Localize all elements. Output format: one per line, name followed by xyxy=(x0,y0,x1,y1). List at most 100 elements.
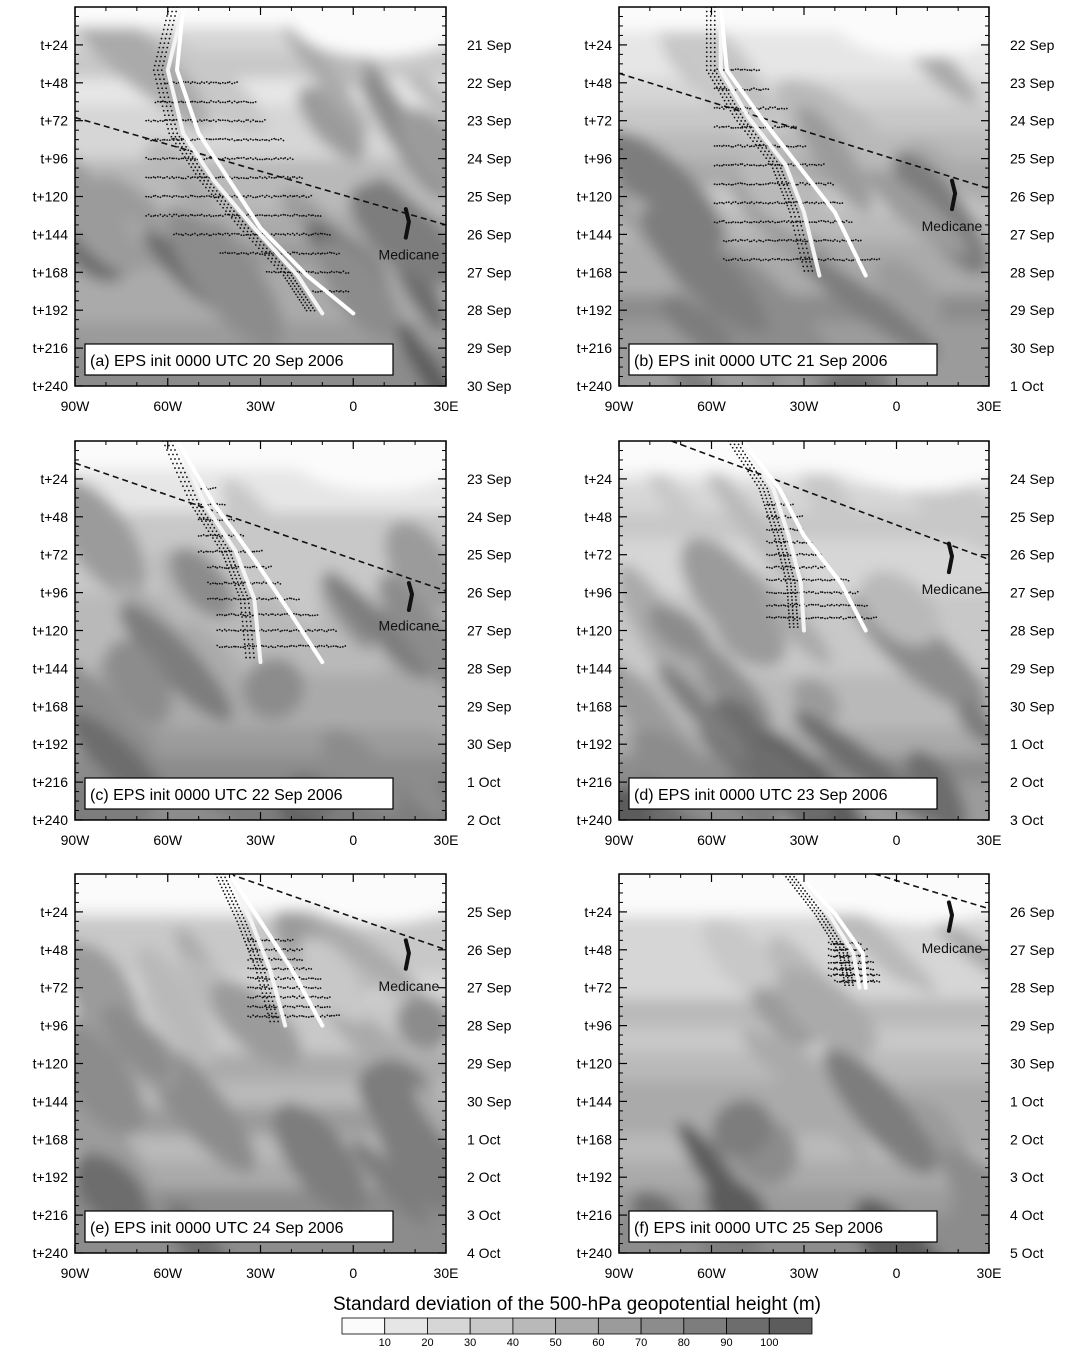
ensemble-dot xyxy=(817,616,820,619)
ensemble-dot xyxy=(750,258,753,261)
ensemble-dot xyxy=(279,271,282,273)
ensemble-dot xyxy=(248,607,251,609)
ensemble-dot xyxy=(200,520,203,522)
ensemble-dot xyxy=(746,133,749,136)
ensemble-dot xyxy=(734,183,737,185)
ensemble-dot xyxy=(168,19,171,22)
ensemble-dot xyxy=(798,604,801,607)
ensemble-dot xyxy=(228,120,231,123)
ensemble-dot xyxy=(161,100,164,102)
ensemble-dot xyxy=(773,516,776,518)
ensemble-dot xyxy=(302,304,304,307)
ensemble-dot xyxy=(237,177,240,180)
ensemble-dot xyxy=(845,971,848,974)
ensemble-dot xyxy=(705,15,708,17)
ensemble-dot xyxy=(217,533,220,536)
ensemble-dot xyxy=(725,145,728,147)
ensemble-dot xyxy=(240,157,243,159)
ensemble-dot xyxy=(764,145,767,147)
ensemble-dot xyxy=(806,164,808,167)
ensemble-dot xyxy=(756,484,758,486)
ensemble-dot xyxy=(246,566,249,569)
ensemble-dot xyxy=(249,138,252,141)
ensemble-dot xyxy=(254,957,257,960)
ensemble-dot xyxy=(705,69,708,72)
ensemble-dot xyxy=(791,220,794,223)
ensemble-dot xyxy=(302,298,305,301)
ensemble-dot xyxy=(301,959,303,962)
ensemble-dot xyxy=(241,616,243,618)
ensemble-dot xyxy=(793,881,796,884)
ensemble-dot xyxy=(233,597,235,600)
ensemble-dot xyxy=(769,258,771,261)
ensemble-dot xyxy=(196,513,199,516)
ensemble-dot xyxy=(317,978,319,980)
y-tick-label-left: t+24 xyxy=(40,37,68,53)
ensemble-dot xyxy=(829,591,831,594)
ensemble-dot xyxy=(843,221,845,224)
ensemble-dot xyxy=(216,537,218,539)
shaded-field xyxy=(75,874,446,1253)
ensemble-dot xyxy=(187,156,190,158)
ensemble-dot xyxy=(265,948,268,951)
ensemble-dot xyxy=(797,211,799,214)
ensemble-dot xyxy=(178,215,180,218)
ensemble-dot xyxy=(766,616,768,619)
ensemble-dot xyxy=(861,980,863,982)
ensemble-dot xyxy=(791,197,794,200)
ensemble-dot xyxy=(802,233,805,236)
ensemble-dot xyxy=(746,144,749,147)
ensemble-dot xyxy=(248,611,251,614)
ensemble-dot xyxy=(286,279,289,282)
ensemble-dot xyxy=(762,106,765,109)
ensemble-dot xyxy=(793,617,796,620)
ensemble-dot xyxy=(798,892,801,895)
ensemble-dot xyxy=(321,1014,324,1017)
ensemble-dot xyxy=(236,591,239,594)
ensemble-dot xyxy=(229,210,231,213)
ensemble-dot xyxy=(778,126,781,129)
ensemble-dot xyxy=(249,613,251,616)
ensemble-dot xyxy=(243,602,246,605)
field-streak xyxy=(619,131,726,250)
ensemble-dot xyxy=(165,87,168,90)
ensemble-dot xyxy=(249,644,251,647)
ensemble-dot xyxy=(808,566,810,569)
y-tick-label-right: 3 Oct xyxy=(467,1207,501,1223)
ensemble-dot xyxy=(150,120,153,123)
ensemble-dot xyxy=(338,271,341,274)
ensemble-dot xyxy=(277,264,280,267)
ensemble-dot xyxy=(764,87,767,90)
ensemble-dot xyxy=(280,978,282,981)
ensemble-dot xyxy=(732,220,734,223)
ensemble-dot xyxy=(766,528,768,531)
ensemble-dot xyxy=(844,984,846,987)
ensemble-dot xyxy=(721,201,723,204)
ensemble-dot xyxy=(240,223,243,226)
ensemble-dot xyxy=(824,591,826,594)
ensemble-dot xyxy=(731,113,734,116)
ensemble-dot xyxy=(260,549,263,552)
ensemble-dot xyxy=(764,150,766,153)
ensemble-dot xyxy=(232,903,235,906)
y-tick-label-right: 28 Sep xyxy=(467,302,512,318)
ensemble-dot xyxy=(282,233,285,236)
ensemble-dot xyxy=(298,995,301,998)
ensemble-dot xyxy=(172,139,175,142)
ensemble-dot xyxy=(231,252,233,254)
ensemble-dot xyxy=(737,109,740,112)
ensemble-dot xyxy=(765,157,768,160)
ensemble-dot xyxy=(762,164,765,167)
ensemble-dot xyxy=(798,567,801,570)
ensemble-dot xyxy=(216,583,219,585)
ensemble-dot xyxy=(291,938,294,941)
ensemble-dot xyxy=(737,107,739,110)
ensemble-dot xyxy=(189,159,192,162)
ensemble-dot xyxy=(737,202,739,205)
ensemble-dot xyxy=(268,214,271,217)
ensemble-dot xyxy=(243,643,246,645)
ensemble-dot xyxy=(172,118,175,121)
ensemble-dot xyxy=(296,282,298,285)
ensemble-dot xyxy=(236,903,239,906)
ensemble-dot xyxy=(753,220,755,223)
